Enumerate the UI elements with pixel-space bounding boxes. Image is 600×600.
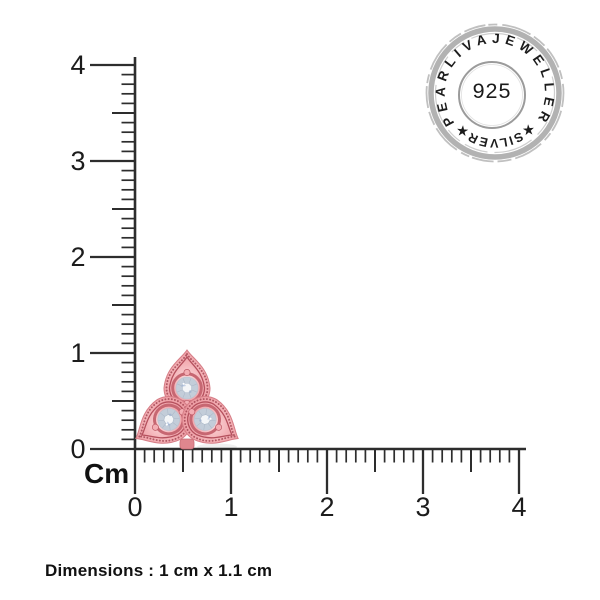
v-tick-label-4: 4 (70, 50, 85, 80)
v-tick-label-2: 2 (70, 242, 85, 272)
v-tick-label-0: 0 (70, 434, 85, 464)
stamp-purity-number: 925 (473, 79, 512, 103)
stamp-ring-texture-inner (434, 32, 556, 154)
h-tick-label-0: 0 (127, 492, 142, 522)
h-tick-label-2: 2 (319, 492, 334, 522)
stamp-outer-ring (428, 26, 562, 160)
jewelry-shadow (197, 443, 237, 451)
rulers: 0 0 1 1 2 2 3 3 4 4 (70, 50, 526, 522)
h-tick-label-1: 1 (223, 492, 238, 522)
v-tick-label-1: 1 (70, 338, 85, 368)
stamp-inner-circle (458, 61, 526, 129)
ruler-unit-label: Cm (84, 458, 129, 489)
dimensions-caption: Dimensions : 1 cm x 1.1 cm (45, 561, 273, 580)
stamp-inner-circle-sketch (461, 64, 523, 126)
rose-gold-flower-stud (122, 348, 252, 460)
stamp-ring-texture (425, 23, 565, 163)
h-tick-label-4: 4 (511, 492, 526, 522)
stud-post-tab (179, 438, 195, 450)
h-tick-label-3: 3 (415, 492, 430, 522)
v-tick-label-3: 3 (70, 146, 85, 176)
silver-925-stamp: PEARLIVAJEWELLER ★SILVER★ 925 (425, 23, 565, 163)
